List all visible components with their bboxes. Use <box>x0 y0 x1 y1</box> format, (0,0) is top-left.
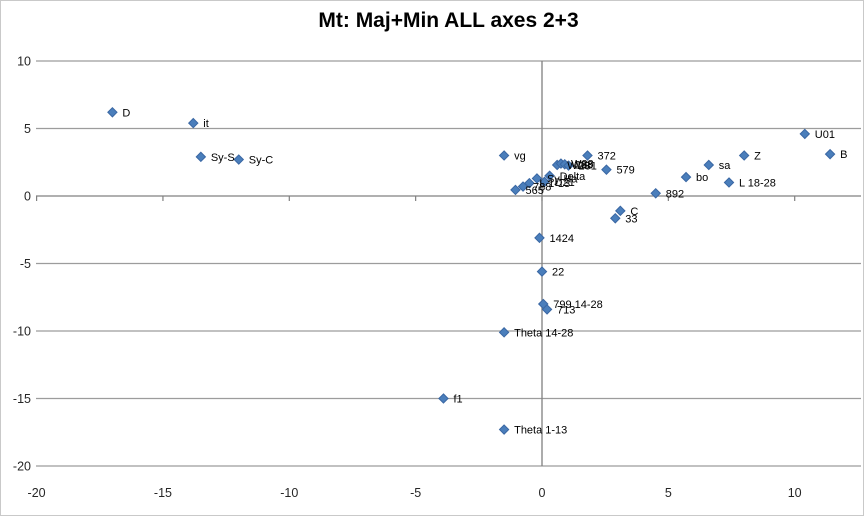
x-tick-label--20: -20 <box>28 486 46 500</box>
data-point-label: 293 <box>575 159 593 171</box>
data-point <box>544 170 555 182</box>
data-point <box>609 212 621 224</box>
axes <box>35 61 861 466</box>
data-point <box>615 205 626 217</box>
data-point <box>498 424 510 435</box>
data-point <box>438 393 449 404</box>
data-point <box>703 159 715 171</box>
data-point-label: Theta 14-28 <box>514 327 573 339</box>
data-point-label: 579 <box>616 165 634 177</box>
data-point-label: 281 <box>579 161 597 173</box>
data-point <box>107 106 118 118</box>
data-point-label: Delta <box>560 171 587 183</box>
data-point <box>601 164 612 175</box>
data-point <box>563 160 574 171</box>
data-point <box>541 304 553 315</box>
data-points <box>107 106 836 435</box>
data-point-label: 788 <box>533 182 551 194</box>
data-point-label: U01 <box>815 129 835 141</box>
data-point <box>510 184 521 196</box>
data-point-label: D <box>122 107 130 119</box>
data-point <box>799 128 811 140</box>
data-point-label: B <box>840 149 847 161</box>
data-point <box>517 181 529 192</box>
data-point <box>738 150 750 161</box>
data-point <box>723 177 735 188</box>
data-point <box>536 266 548 277</box>
x-tick-label-0: 0 <box>539 486 546 500</box>
data-point <box>498 327 510 338</box>
data-point <box>195 151 207 163</box>
y-tick-label-5: 5 <box>24 122 31 136</box>
data-point-label: 33 <box>625 213 637 225</box>
data-point <box>233 154 245 165</box>
data-point <box>680 171 692 183</box>
data-point-label: bo <box>696 172 708 184</box>
x-tick-label--5: -5 <box>410 486 421 500</box>
data-point-label: 22 <box>552 267 564 279</box>
data-point-label: Sy-Ha <box>547 173 578 185</box>
data-point-label: D21 <box>555 177 575 189</box>
data-point-label: W29 <box>567 160 590 172</box>
y-axis-tick-labels: 10 5 0 -5 -10 -15 -20 <box>13 55 31 474</box>
y-tick-label--20: -20 <box>13 460 31 474</box>
data-point <box>650 187 662 199</box>
y-tick-label--5: -5 <box>20 257 31 271</box>
data-point-label: vg <box>514 151 526 163</box>
data-point <box>524 177 535 189</box>
data-point <box>582 150 593 161</box>
y-tick-label--10: -10 <box>13 325 31 339</box>
data-point-label: 799 14-28 <box>553 299 603 311</box>
data-point <box>539 176 550 188</box>
x-tick-label-10: 10 <box>788 486 802 500</box>
y-tick-label-10: 10 <box>17 55 31 69</box>
data-point-label: L 18-28 <box>739 178 776 190</box>
data-point-label: f1 <box>453 394 462 406</box>
chart-title: Mt: Maj+Min ALL axes 2+3 <box>318 9 579 32</box>
x-axis-tick-labels: -20 -15 -10 -5 0 5 10 <box>28 486 802 500</box>
x-tick-label-5: 5 <box>665 486 672 500</box>
data-point-label: Z <box>754 151 761 163</box>
data-point-label: Sy-C <box>249 155 274 167</box>
data-point-label: 892 <box>666 188 684 200</box>
data-point <box>187 117 199 129</box>
data-point-label: sa <box>719 160 732 172</box>
data-point-label: L 1-13 <box>539 178 570 190</box>
data-point-label: 713 <box>557 304 575 316</box>
data-point-label: 565 <box>525 185 543 197</box>
data-point-label: it <box>203 118 209 130</box>
data-point <box>531 173 543 184</box>
data-point-label: Sy-S <box>211 152 235 164</box>
data-point-label: Theta 1-13 <box>514 425 567 437</box>
data-point-label: 1424 <box>549 233 573 245</box>
data-point <box>498 150 510 161</box>
x-tick-label--15: -15 <box>154 486 172 500</box>
data-point-label: 372 <box>597 151 615 163</box>
data-point <box>824 148 836 160</box>
y-tick-label-0: 0 <box>24 190 31 204</box>
data-point-label: C <box>630 206 638 218</box>
data-point <box>534 232 545 244</box>
gridlines <box>36 60 861 467</box>
data-point-label: W28 <box>571 159 594 171</box>
x-tick-label--10: -10 <box>280 486 298 500</box>
y-tick-label--15: -15 <box>13 392 31 406</box>
